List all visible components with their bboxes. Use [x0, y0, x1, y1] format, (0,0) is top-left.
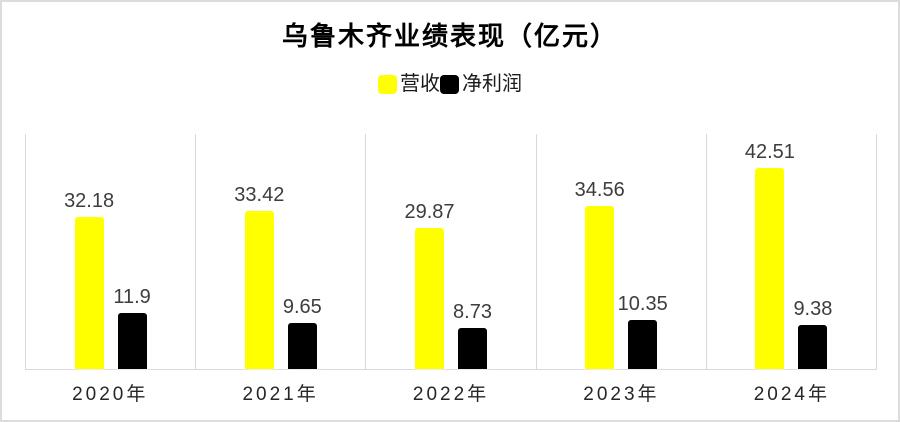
value-label-net-profit-2021年: 9.65: [282, 296, 322, 318]
value-label-net-profit-2020年: 11.9: [113, 286, 151, 308]
legend-item-revenue: 营收: [378, 74, 440, 94]
category-label-2022年: 2022年: [412, 384, 490, 405]
value-label-net-profit-2024年: 9.38: [793, 298, 833, 320]
bar-revenue-2021年: [244, 211, 274, 369]
category-label-2023年: 2023年: [583, 384, 660, 405]
revenue-swatch-icon: [378, 74, 397, 94]
value-label-net-profit-2022年: 8.73: [453, 301, 492, 323]
legend-label-net-profit: 净利润: [462, 73, 522, 95]
chart-panel-2023年: 34.56 10.35: [535, 134, 706, 369]
chart-panel-2021年: 33.42 9.65: [195, 134, 365, 369]
bar-net-profit-2022年: [458, 328, 487, 369]
category-label-2021年: 2021年: [242, 384, 319, 405]
bar-revenue-2022年: [415, 228, 444, 369]
legend: 营收 净利润: [2, 74, 898, 94]
chart-panel-2022年: 29.87 8.73: [365, 134, 535, 369]
category-axis: 2020年 2021年 2022年 2023年 2024年: [25, 379, 877, 406]
chart-panel-2024年: 42.51 9.38: [705, 134, 878, 369]
chart-title: 乌鲁木齐业绩表现（亿元）: [281, 21, 618, 51]
category-label-2020年: 2020年: [72, 384, 149, 405]
net-profit-swatch-icon: [440, 74, 459, 94]
legend-label-revenue: 营收: [400, 73, 440, 95]
bar-net-profit-2021年: [287, 323, 317, 369]
value-label-revenue-2020年: 32.18: [64, 190, 115, 212]
chart-panel-2020年: 32.18 11.9: [25, 134, 195, 369]
value-label-revenue-2024年: 42.51: [744, 141, 795, 163]
legend-item-net-profit: 净利润: [440, 74, 522, 94]
value-label-revenue-2021年: 33.42: [234, 184, 285, 206]
bar-revenue-2024年: [755, 168, 785, 369]
plot-area: 32.18 11.9 33.42 9.65 29.87 8.73 34.56 10.35 42.…: [25, 134, 878, 370]
bar-net-profit-2023年: [628, 320, 658, 369]
bar-revenue-2020年: [74, 217, 104, 369]
value-label-revenue-2023年: 34.56: [574, 179, 625, 201]
value-label-net-profit-2023年: 10.35: [617, 293, 668, 315]
category-label-2024年: 2024年: [753, 384, 830, 405]
bar-net-profit-2024年: [798, 325, 828, 369]
bar-net-profit-2020年: [117, 313, 147, 369]
value-label-revenue-2022年: 29.87: [404, 201, 455, 223]
bar-revenue-2023年: [585, 206, 615, 369]
